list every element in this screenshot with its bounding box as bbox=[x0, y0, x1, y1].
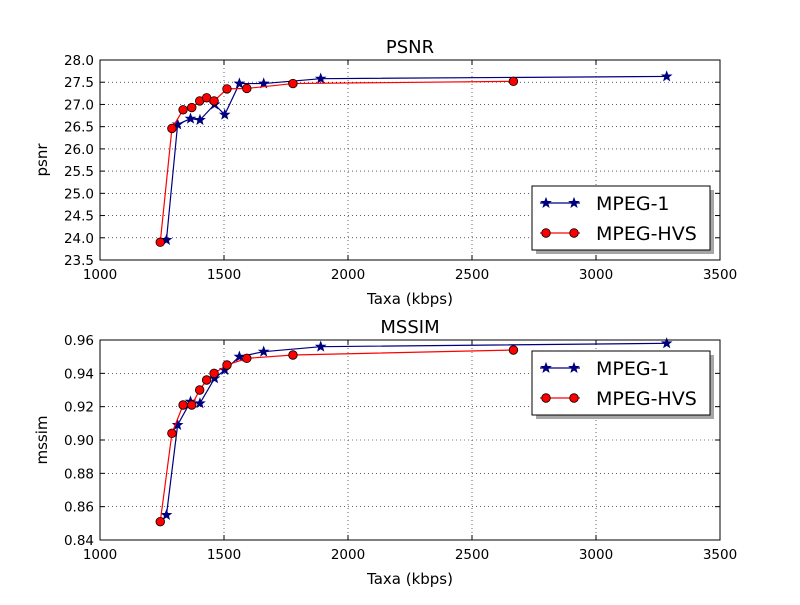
data-point-mpeg-1 bbox=[257, 345, 270, 357]
x-tick-label: 2000 bbox=[331, 267, 365, 283]
series-line-mpeg-1 bbox=[165, 342, 667, 516]
legend-label-mpeg-hvs: MPEG-HVS bbox=[596, 223, 697, 245]
x-tick-label: 1000 bbox=[83, 267, 117, 283]
data-point-mpeg-1 bbox=[194, 397, 206, 409]
data-point-mpeg-1 bbox=[314, 72, 327, 84]
data-point-mpeg-hvs bbox=[222, 360, 232, 370]
data-point-mpeg-hvs bbox=[178, 105, 188, 115]
y-tick-label: 0.92 bbox=[64, 400, 94, 416]
y-tick-label: 0.84 bbox=[64, 533, 94, 549]
chart-title: MSSIM bbox=[380, 317, 439, 338]
data-point-mpeg-1 bbox=[257, 77, 270, 89]
x-axis-label: Taxa (kbps) bbox=[366, 290, 453, 308]
y-tick-label: 25.5 bbox=[64, 164, 94, 180]
data-point-mpeg-1 bbox=[171, 118, 184, 130]
y-tick-label: 25.0 bbox=[64, 186, 94, 202]
y-axis-label: mssim bbox=[33, 415, 51, 464]
y-tick-label: 24.0 bbox=[64, 231, 94, 247]
data-point-mpeg-hvs bbox=[187, 400, 197, 410]
data-point-mpeg-1 bbox=[233, 77, 246, 89]
data-point-mpeg-1 bbox=[233, 350, 246, 362]
data-point-mpeg-1 bbox=[171, 418, 184, 430]
legend-marker-mpeg-1 bbox=[568, 361, 580, 373]
legend-marker-mpeg-hvs bbox=[569, 393, 579, 403]
legend-marker-mpeg-1 bbox=[540, 361, 552, 373]
legend-marker-mpeg-1 bbox=[568, 196, 580, 208]
x-tick-label: 3000 bbox=[579, 547, 613, 563]
data-point-mpeg-1 bbox=[184, 112, 197, 124]
legend-label-mpeg-1: MPEG-1 bbox=[596, 193, 670, 215]
data-point-mpeg-1 bbox=[660, 70, 673, 82]
data-point-mpeg-hvs bbox=[155, 237, 165, 247]
y-tick-label: 23.5 bbox=[64, 253, 94, 269]
x-tick-label: 2500 bbox=[455, 547, 489, 563]
data-point-mpeg-1 bbox=[218, 108, 231, 120]
data-point-mpeg-hvs bbox=[222, 84, 232, 94]
legend-marker-mpeg-hvs bbox=[569, 228, 579, 238]
data-point-mpeg-hvs bbox=[167, 428, 177, 439]
y-tick-label: 0.86 bbox=[64, 500, 94, 516]
y-axis-label: psnr bbox=[33, 143, 51, 177]
y-tick-label: 28.0 bbox=[64, 53, 94, 69]
data-point-mpeg-hvs bbox=[209, 96, 219, 106]
data-point-mpeg-hvs bbox=[167, 123, 177, 134]
x-axis-label: Taxa (kbps) bbox=[366, 570, 453, 588]
axes-frame bbox=[99, 59, 721, 261]
data-point-mpeg-1 bbox=[194, 113, 206, 125]
axes-frame bbox=[99, 339, 721, 541]
y-tick-label: 26.5 bbox=[64, 120, 94, 136]
y-tick-label: 0.90 bbox=[64, 433, 94, 449]
y-tick-label: 0.96 bbox=[64, 333, 94, 349]
data-point-mpeg-hvs bbox=[288, 78, 298, 89]
y-tick-label: 0.94 bbox=[64, 366, 94, 382]
legend-label-mpeg-1: MPEG-1 bbox=[596, 358, 670, 380]
data-point-mpeg-hvs bbox=[209, 368, 219, 379]
chart-title: PSNR bbox=[386, 37, 434, 58]
x-tick-label: 3500 bbox=[703, 267, 737, 283]
data-point-mpeg-hvs bbox=[508, 345, 519, 355]
data-point-mpeg-1 bbox=[314, 340, 327, 352]
data-point-mpeg-1 bbox=[160, 508, 173, 520]
legend-box bbox=[531, 350, 711, 416]
x-tick-label: 3500 bbox=[703, 547, 737, 563]
legend-marker-mpeg-1 bbox=[540, 196, 552, 208]
y-tick-label: 24.5 bbox=[64, 209, 94, 225]
legend-box bbox=[531, 185, 711, 251]
legend-marker-mpeg-hvs bbox=[541, 393, 551, 403]
legend-label-mpeg-hvs: MPEG-HVS bbox=[596, 388, 697, 410]
y-tick-label: 27.5 bbox=[64, 75, 94, 91]
x-tick-label: 1500 bbox=[207, 547, 241, 563]
data-point-mpeg-hvs bbox=[194, 385, 205, 395]
data-point-mpeg-hvs bbox=[288, 350, 298, 360]
x-tick-label: 1500 bbox=[207, 267, 241, 283]
data-point-mpeg-hvs bbox=[178, 400, 188, 410]
data-point-mpeg-hvs bbox=[187, 102, 197, 113]
x-tick-label: 2000 bbox=[331, 547, 365, 563]
legend-marker-mpeg-hvs bbox=[541, 228, 551, 238]
y-tick-label: 0.88 bbox=[64, 466, 94, 482]
x-tick-label: 3000 bbox=[579, 267, 613, 283]
data-point-mpeg-hvs bbox=[201, 375, 212, 385]
data-point-mpeg-hvs bbox=[508, 76, 519, 87]
x-tick-label: 2500 bbox=[455, 267, 489, 283]
data-point-mpeg-hvs bbox=[242, 353, 252, 364]
x-tick-label: 1000 bbox=[83, 547, 117, 563]
data-point-mpeg-hvs bbox=[242, 83, 252, 94]
data-point-mpeg-1 bbox=[660, 337, 673, 349]
y-tick-label: 26.0 bbox=[64, 142, 94, 158]
data-point-mpeg-hvs bbox=[155, 516, 165, 527]
y-tick-label: 27.0 bbox=[64, 97, 94, 113]
